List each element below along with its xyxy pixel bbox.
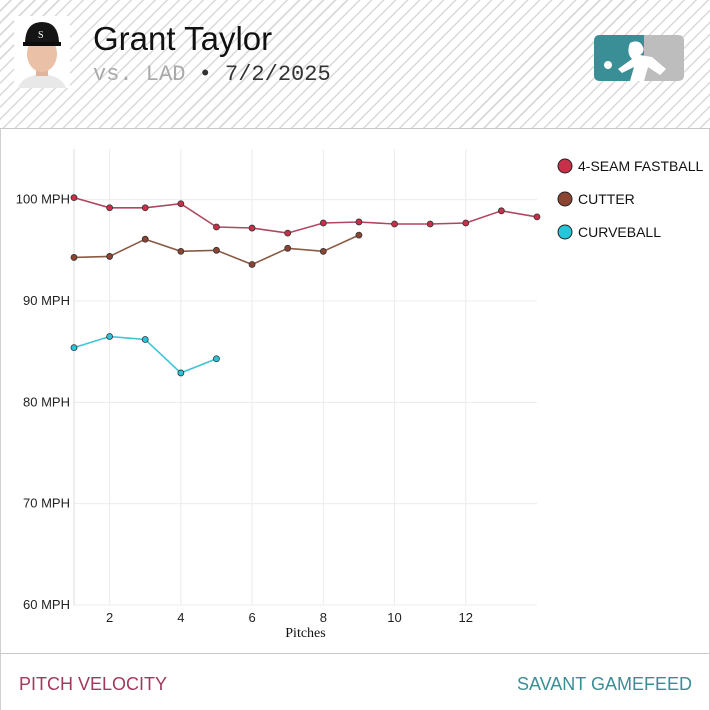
footer-title: PITCH VELOCITY bbox=[19, 674, 168, 694]
date-separator: • bbox=[198, 62, 212, 87]
player-avatar: S bbox=[14, 16, 70, 88]
data-point bbox=[70, 254, 78, 261]
y-tick-label: 100 MPH bbox=[16, 192, 70, 207]
mlb-logo bbox=[594, 35, 684, 81]
footer-brand: SAVANT GAMEFEED bbox=[516, 674, 692, 694]
y-tick-label: 80 MPH bbox=[23, 394, 70, 409]
data-point bbox=[106, 253, 114, 260]
data-point bbox=[462, 219, 470, 227]
data-point bbox=[213, 223, 220, 231]
velocity-chart: 60 MPH 70 MPH 80 MPH 90 MPH 100 MPH 2 4 6 8 10 12 P… bbox=[16, 149, 703, 641]
y-tick-label: 70 MPH bbox=[23, 496, 70, 511]
y-tick-label: 60 MPH bbox=[23, 597, 70, 612]
x-tick-label: 6 bbox=[248, 610, 255, 625]
data-point bbox=[248, 261, 256, 268]
svg-text:S: S bbox=[38, 30, 44, 41]
data-point bbox=[141, 204, 149, 212]
data-point bbox=[106, 204, 114, 212]
data-point bbox=[106, 333, 114, 340]
opponent-label: vs. LAD bbox=[93, 62, 186, 87]
legend-marker bbox=[557, 191, 573, 207]
data-point bbox=[213, 246, 220, 254]
data-point bbox=[533, 213, 541, 221]
data-point bbox=[141, 336, 149, 343]
footer: PITCH VELOCITY SAVANT GAMEFEED bbox=[0, 653, 710, 710]
chart-container: 60 MPH 70 MPH 80 MPH 90 MPH 100 MPH 2 4 6 8 10 12 P… bbox=[0, 129, 710, 653]
x-tick-label: 4 bbox=[177, 610, 184, 625]
legend-marker bbox=[557, 224, 573, 240]
data-point bbox=[248, 224, 256, 232]
header: S Grant Taylor vs. LAD • 7/2/2025 bbox=[0, 0, 710, 129]
x-axis-label: Pitches bbox=[285, 626, 325, 641]
data-point bbox=[177, 369, 185, 377]
data-point bbox=[284, 244, 292, 252]
game-date: 7/2/2025 bbox=[225, 62, 331, 87]
x-tick-label: 8 bbox=[320, 610, 327, 625]
player-name: Grant Taylor bbox=[93, 20, 273, 57]
data-point bbox=[177, 247, 185, 255]
legend-label: CUTTER bbox=[578, 191, 635, 207]
data-point bbox=[70, 344, 78, 352]
x-tick-label: 12 bbox=[459, 610, 473, 625]
y-tick-label: 90 MPH bbox=[23, 293, 70, 308]
x-tick-label: 2 bbox=[106, 610, 113, 625]
x-tick-label: 10 bbox=[387, 610, 401, 625]
series-line-1 bbox=[73, 196, 538, 234]
data-point bbox=[70, 194, 78, 202]
game-subline: vs. LAD • 7/2/2025 bbox=[93, 62, 331, 87]
data-point bbox=[319, 219, 327, 227]
data-point bbox=[497, 207, 505, 215]
legend-label: 4-SEAM FASTBALL bbox=[578, 158, 703, 174]
legend-label: CURVEBALL bbox=[578, 224, 661, 240]
data-point bbox=[177, 200, 185, 208]
data-point bbox=[213, 355, 220, 363]
data-point bbox=[319, 247, 327, 255]
data-point bbox=[355, 218, 363, 226]
data-point bbox=[141, 235, 149, 243]
data-point bbox=[284, 229, 292, 237]
data-point bbox=[426, 220, 434, 228]
legend-marker bbox=[557, 158, 573, 174]
data-point bbox=[355, 231, 363, 239]
data-point bbox=[391, 220, 398, 228]
